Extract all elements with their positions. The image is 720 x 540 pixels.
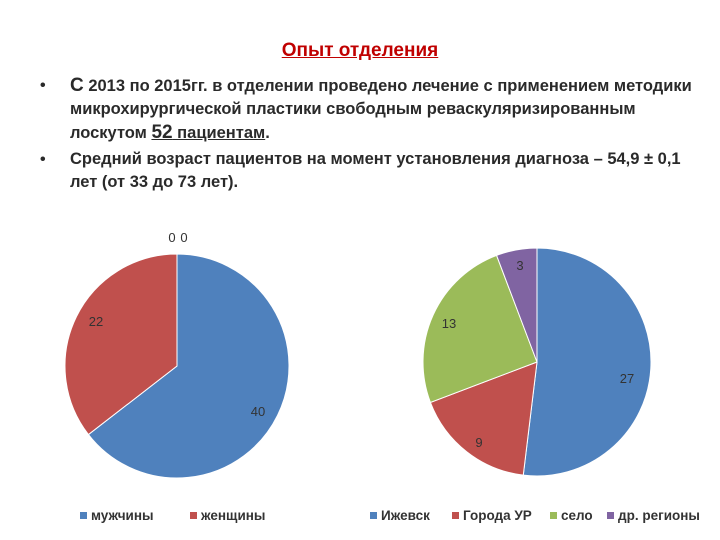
- bullet-item: • Средний возраст пациентов на момент ус…: [40, 148, 700, 194]
- bullet-marker: •: [40, 77, 46, 94]
- bullet-marker: •: [40, 151, 46, 168]
- pie1-data-label-2: 22: [89, 314, 103, 329]
- pie1-slice-1: [87, 253, 290, 479]
- pie2-legend-swatch-4: [607, 512, 614, 519]
- pie2-legend-swatch-1: [370, 512, 377, 519]
- pie2-legend-label-4: др. регионы: [618, 508, 700, 523]
- pie2-data-label-2: 9: [475, 435, 482, 450]
- pie1-legend-label-1: мужчины: [91, 508, 154, 523]
- pie1-legend-swatch-2: [190, 512, 197, 519]
- pie2-legend-label-3: село: [561, 508, 593, 523]
- bullet1-count: 52: [151, 122, 173, 143]
- pie1-data-label-1: 40: [251, 404, 265, 419]
- pie1-data-label-4: 0: [180, 230, 187, 245]
- pie1-legend-label-2: женщины: [200, 508, 265, 523]
- pie2-legend-label-2: Города УР: [463, 508, 532, 523]
- bullet-item: • С 2013 по 2015гг. в отделении проведен…: [40, 74, 700, 145]
- pie2-slice-2: [429, 361, 538, 476]
- pie2-legend-swatch-3: [550, 512, 557, 519]
- pie2-data-label-3: 13: [442, 316, 456, 331]
- bullet1-unit: пациентам: [172, 124, 266, 142]
- pie2-data-label-1: 27: [620, 371, 634, 386]
- pie1-legend-swatch-1: [80, 512, 87, 519]
- bullet1-end: .: [265, 124, 270, 142]
- slide-title: Опыт отделения: [281, 40, 439, 61]
- pie2-slice-4: [495, 247, 538, 363]
- bullet2-text: Средний возраст пациентов на момент уста…: [70, 150, 681, 191]
- pie2-data-label-4: 3: [516, 258, 523, 273]
- bullet1-patients: 52 пациентам: [151, 122, 266, 143]
- pie2-legend-swatch-2: [452, 512, 459, 519]
- pie1-data-label-3: 0: [168, 230, 175, 245]
- bullet-list: • С 2013 по 2015гг. в отделении проведен…: [40, 74, 700, 197]
- pie2-slice-1: [522, 247, 652, 477]
- bullet1-text: 2013 по 2015гг. в отделении проведено ле…: [70, 77, 692, 142]
- bullet1-prefix: С: [70, 75, 84, 96]
- pie1-slice-2: [64, 253, 178, 436]
- pie2-slice-3: [422, 254, 538, 404]
- pie2-legend-label-1: Ижевск: [381, 508, 430, 523]
